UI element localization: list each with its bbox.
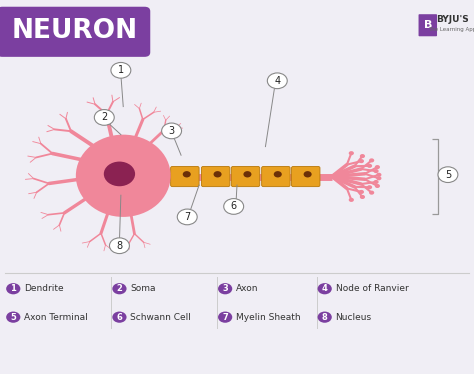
Circle shape bbox=[218, 283, 232, 294]
Circle shape bbox=[104, 162, 135, 186]
Ellipse shape bbox=[76, 135, 171, 217]
FancyBboxPatch shape bbox=[262, 166, 290, 187]
Circle shape bbox=[183, 171, 191, 178]
Text: Node of Ranvier: Node of Ranvier bbox=[336, 284, 408, 293]
Circle shape bbox=[111, 62, 131, 78]
Circle shape bbox=[359, 190, 364, 194]
Text: 1: 1 bbox=[118, 65, 124, 75]
Circle shape bbox=[224, 199, 244, 214]
Circle shape bbox=[367, 164, 372, 168]
FancyBboxPatch shape bbox=[292, 166, 320, 187]
Circle shape bbox=[6, 312, 20, 323]
Text: Dendrite: Dendrite bbox=[24, 284, 64, 293]
Circle shape bbox=[304, 171, 312, 178]
Circle shape bbox=[369, 191, 374, 195]
Circle shape bbox=[375, 165, 380, 169]
Circle shape bbox=[375, 184, 380, 188]
Circle shape bbox=[360, 195, 365, 199]
Circle shape bbox=[374, 180, 379, 184]
Text: BYJU'S: BYJU'S bbox=[436, 15, 469, 24]
Text: 7: 7 bbox=[184, 212, 191, 222]
Circle shape bbox=[244, 171, 251, 178]
Circle shape bbox=[438, 167, 458, 183]
Circle shape bbox=[349, 198, 354, 202]
Text: 6: 6 bbox=[231, 202, 237, 211]
Text: 4: 4 bbox=[274, 76, 280, 86]
Circle shape bbox=[112, 312, 127, 323]
FancyBboxPatch shape bbox=[231, 166, 260, 187]
Text: B: B bbox=[424, 21, 432, 30]
Circle shape bbox=[367, 185, 372, 189]
Text: 8: 8 bbox=[322, 313, 328, 322]
Text: 5: 5 bbox=[10, 313, 16, 322]
Circle shape bbox=[267, 73, 287, 89]
Text: The Learning App: The Learning App bbox=[428, 27, 474, 33]
Circle shape bbox=[318, 283, 332, 294]
Circle shape bbox=[162, 123, 182, 139]
Circle shape bbox=[213, 171, 222, 178]
Text: 8: 8 bbox=[117, 241, 122, 251]
Circle shape bbox=[6, 283, 20, 294]
Circle shape bbox=[274, 171, 282, 178]
Text: Nucleus: Nucleus bbox=[336, 313, 372, 322]
Circle shape bbox=[112, 283, 127, 294]
Circle shape bbox=[360, 154, 365, 158]
Circle shape bbox=[374, 169, 379, 173]
Text: 1: 1 bbox=[10, 284, 16, 293]
Circle shape bbox=[359, 159, 364, 163]
Circle shape bbox=[376, 176, 382, 180]
Text: Axon: Axon bbox=[236, 284, 258, 293]
Text: 7: 7 bbox=[222, 313, 228, 322]
Text: NEURON: NEURON bbox=[11, 18, 137, 44]
Circle shape bbox=[94, 110, 114, 125]
Text: 6: 6 bbox=[117, 313, 122, 322]
Text: Myelin Sheath: Myelin Sheath bbox=[236, 313, 301, 322]
Circle shape bbox=[318, 312, 332, 323]
FancyBboxPatch shape bbox=[171, 166, 199, 187]
Text: 4: 4 bbox=[322, 284, 328, 293]
Text: 3: 3 bbox=[222, 284, 228, 293]
Text: 3: 3 bbox=[169, 126, 174, 136]
Circle shape bbox=[109, 238, 129, 254]
Circle shape bbox=[349, 151, 354, 155]
Circle shape bbox=[218, 312, 232, 323]
Text: 2: 2 bbox=[117, 284, 122, 293]
Circle shape bbox=[177, 209, 197, 225]
Text: Soma: Soma bbox=[130, 284, 156, 293]
Text: 5: 5 bbox=[445, 170, 451, 180]
Text: 2: 2 bbox=[101, 113, 108, 122]
FancyBboxPatch shape bbox=[419, 14, 437, 36]
FancyBboxPatch shape bbox=[0, 7, 150, 57]
FancyBboxPatch shape bbox=[201, 166, 230, 187]
Text: Schwann Cell: Schwann Cell bbox=[130, 313, 191, 322]
Text: Axon Terminal: Axon Terminal bbox=[24, 313, 88, 322]
Circle shape bbox=[369, 158, 374, 162]
Circle shape bbox=[376, 173, 382, 177]
